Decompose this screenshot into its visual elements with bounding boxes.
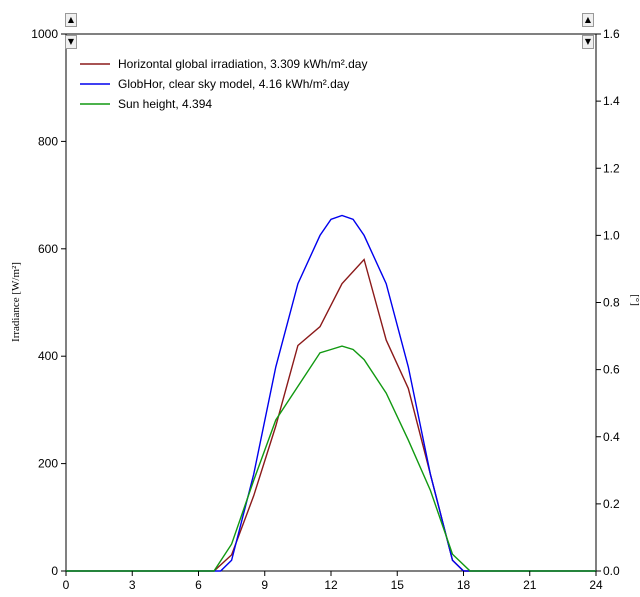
plot-area — [65, 33, 597, 572]
y-right-tick-label: 0.0 — [603, 564, 620, 578]
x-tick-label: 9 — [261, 578, 268, 592]
x-tick-label: 12 — [324, 578, 338, 592]
right-axis-scroll-down-button[interactable]: ▼ — [582, 35, 594, 49]
y-right-tick-label: 1.6 — [603, 27, 620, 41]
y-axis-left-title: Irradiance [W/m²] — [10, 262, 22, 342]
y-right-tick-label: 0.8 — [603, 296, 620, 310]
y-right-tick-label: 1.0 — [603, 228, 620, 242]
y-right-tick-label: 1.2 — [603, 161, 620, 175]
y-axis-right: 0.0 0.2 0.4 0.6 0.8 1.0 1.2 1.4 1.6 — [596, 27, 620, 578]
left-axis-scroll-up-button[interactable]: ▲ — [65, 13, 77, 27]
y-right-tick-label: 0.2 — [603, 497, 620, 511]
y-left-tick-label: 1000 — [31, 27, 58, 41]
legend-label-1: Horizontal global irradiation, 3.309 kWh… — [118, 57, 367, 71]
y-left-tick-label: 800 — [38, 134, 58, 148]
x-axis: 0 3 6 9 12 15 18 21 24 — [63, 571, 603, 592]
y-right-tick-label: 0.6 — [603, 363, 620, 377]
x-tick-label: 3 — [129, 578, 136, 592]
series-layer — [66, 214, 596, 572]
y-left-tick-label: 0 — [51, 564, 58, 578]
x-tick-label: 24 — [589, 578, 603, 592]
legend-label-3: Sun height, 4.394 — [118, 97, 212, 111]
y-left-tick-label: 400 — [38, 349, 58, 363]
x-tick-label: 18 — [457, 578, 471, 592]
left-axis-scroll-down-button[interactable]: ▼ — [65, 35, 77, 49]
x-tick-label: 6 — [195, 578, 202, 592]
legend-label-2: GlobHor, clear sky model, 4.16 kWh/m².da… — [118, 77, 349, 91]
y-left-tick-label: 200 — [38, 457, 58, 471]
x-tick-label: 15 — [391, 578, 405, 592]
y-axis-right-title: [°] — [629, 294, 640, 306]
series-line-3 — [66, 345, 596, 572]
right-axis-scroll-up-button[interactable]: ▲ — [582, 13, 594, 27]
x-tick-label: 0 — [63, 578, 70, 592]
x-tick-label: 21 — [523, 578, 537, 592]
y-right-tick-label: 0.4 — [603, 430, 620, 444]
y-axis-left: 0 200 400 600 800 1000 — [31, 27, 66, 578]
y-right-tick-label: 1.4 — [603, 94, 620, 108]
legend: Horizontal global irradiation, 3.309 kWh… — [80, 57, 367, 111]
y-left-tick-label: 600 — [38, 242, 58, 256]
